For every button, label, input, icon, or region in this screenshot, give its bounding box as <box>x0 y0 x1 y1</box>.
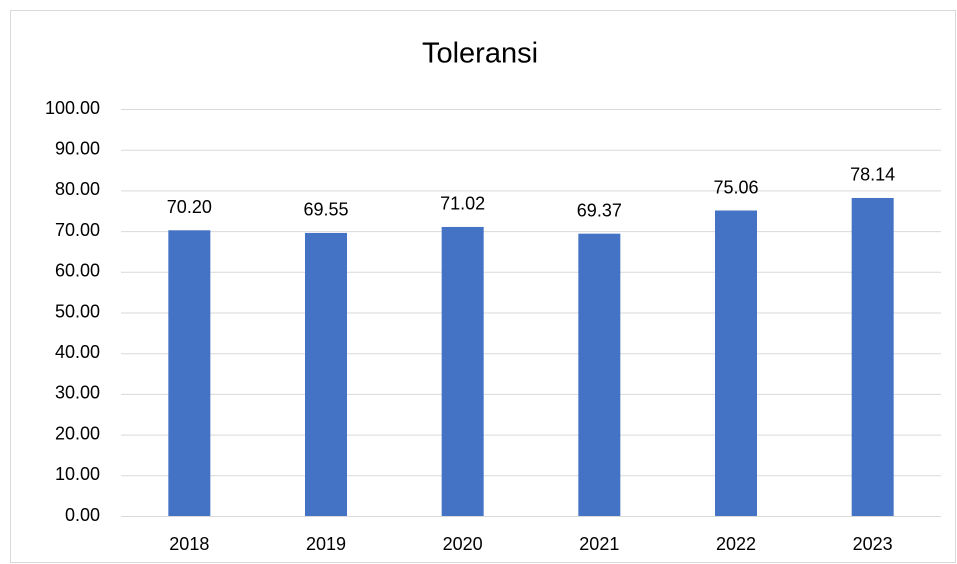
y-tick-label: 70.00 <box>55 220 100 240</box>
value-label: 71.02 <box>440 194 485 214</box>
y-tick-label: 80.00 <box>55 179 100 199</box>
chart-title: Toleransi <box>422 38 538 70</box>
value-label: 78.14 <box>850 165 895 185</box>
bar <box>851 197 894 516</box>
bar <box>715 210 757 516</box>
y-tick-label: 50.00 <box>55 301 100 321</box>
bar <box>578 233 621 516</box>
x-tick-label: 2022 <box>716 534 756 554</box>
x-tick-label: 2023 <box>853 534 893 554</box>
value-label: 75.06 <box>713 177 758 197</box>
y-tick-label: 90.00 <box>55 138 100 158</box>
y-tick-label: 30.00 <box>55 383 100 403</box>
y-tick-label: 40.00 <box>55 342 100 362</box>
value-label: 69.37 <box>577 200 622 220</box>
x-tick-label: 2021 <box>579 534 619 554</box>
value-label: 70.20 <box>167 197 212 217</box>
x-tick-label: 2020 <box>443 534 483 554</box>
value-label: 69.55 <box>303 200 348 220</box>
bar <box>441 226 484 516</box>
y-tick-label: 0.00 <box>65 505 100 525</box>
y-tick-label: 20.00 <box>55 423 100 443</box>
y-tick-label: 100.00 <box>45 98 100 118</box>
bar <box>305 232 347 516</box>
x-tick-label: 2018 <box>169 534 209 554</box>
y-tick-label: 60.00 <box>55 261 100 281</box>
y-tick-label: 10.00 <box>55 464 100 484</box>
x-tick-label: 2019 <box>306 534 346 554</box>
bar <box>168 230 211 516</box>
